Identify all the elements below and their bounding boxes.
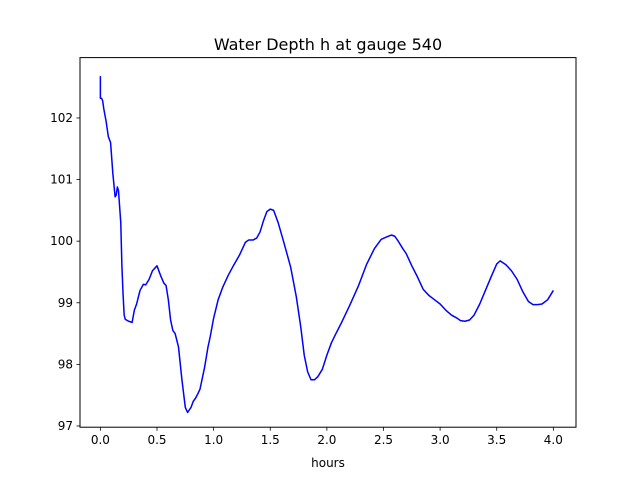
x-tick-label: 3.0 xyxy=(431,433,450,447)
y-tick-label: 99 xyxy=(58,296,73,310)
x-tick-label: 1.5 xyxy=(261,433,280,447)
x-tick-label: 3.5 xyxy=(487,433,506,447)
x-tick-label: 1.0 xyxy=(204,433,223,447)
x-axis-ticks: 0.0 0.5 1.0 1.5 2.0 2.5 3.0 3.5 4.0 xyxy=(91,427,563,447)
x-axis-label: hours xyxy=(311,456,345,470)
x-tick-label: 0.0 xyxy=(91,433,110,447)
series-line-0 xyxy=(99,76,554,414)
y-tick-label: 102 xyxy=(50,111,73,125)
chart-title: Water Depth h at gauge 540 xyxy=(214,35,442,54)
y-tick-label: 101 xyxy=(50,173,73,187)
y-tick-label: 98 xyxy=(58,357,73,371)
y-tick-label: 100 xyxy=(50,234,73,248)
y-tick-label: 97 xyxy=(58,419,73,433)
y-axis-ticks: 97 98 99 100 101 102 xyxy=(50,111,80,433)
x-tick-label: 2.5 xyxy=(374,433,393,447)
series-layer xyxy=(99,76,554,414)
x-tick-label: 2.0 xyxy=(317,433,336,447)
x-tick-label: 0.5 xyxy=(147,433,166,447)
plot-frame xyxy=(79,57,577,428)
x-tick-label: 4.0 xyxy=(544,433,563,447)
